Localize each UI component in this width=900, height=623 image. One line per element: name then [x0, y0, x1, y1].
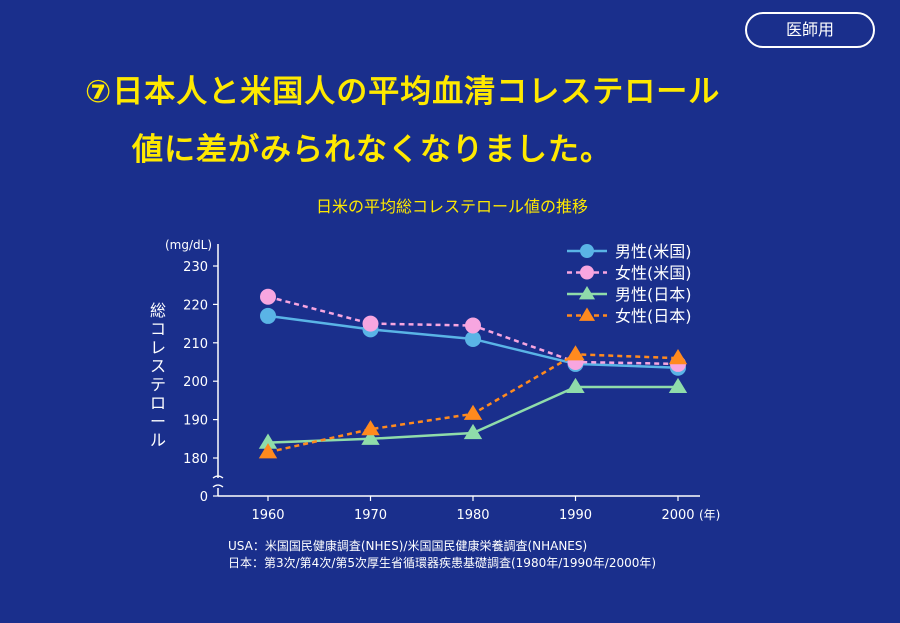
data-point	[465, 317, 481, 334]
y-axis-label-char: ル	[150, 431, 166, 450]
x-tick-label: 2000	[661, 508, 694, 523]
data-point	[668, 377, 688, 394]
y-axis-label-char: レ	[150, 338, 166, 357]
legend-marker	[580, 244, 594, 258]
legend-label: 女性(米国)	[615, 264, 692, 283]
x-tick-label: 1960	[251, 508, 284, 523]
data-point	[465, 330, 481, 347]
legend-marker	[578, 286, 596, 300]
y-tick-label: 220	[183, 298, 208, 313]
x-tick-label: 1970	[354, 508, 387, 523]
legend-label: 男性(米国)	[615, 242, 692, 261]
y-axis-label-char: ー	[150, 412, 166, 431]
data-point	[463, 404, 483, 420]
data-point	[463, 423, 483, 440]
source-note-usa: USA：米国国民健康調査(NHES)/米国国民健康栄養調査(NHANES)	[228, 539, 588, 553]
data-point	[258, 433, 278, 449]
x-tick-label: 1980	[456, 508, 489, 523]
source-note-japan: 日本：第3次/第4次/第5次厚生省循環器疾患基礎調査(1980年/1990年/2…	[228, 556, 657, 570]
x-unit-label: (年)	[699, 508, 720, 522]
y-tick-label: 200	[183, 375, 208, 390]
axis-break-mark	[212, 475, 224, 488]
y-tick-label: 190	[183, 414, 208, 429]
data-point	[566, 345, 585, 361]
legend-label: 男性(日本)	[615, 285, 692, 304]
y-axis-label-char: ロ	[150, 394, 166, 413]
y-unit-label: (mg/dL)	[165, 238, 212, 252]
y-tick-label: 0	[200, 490, 208, 505]
x-tick-label: 1990	[559, 508, 592, 523]
data-point	[668, 349, 688, 365]
y-tick-label: 230	[183, 260, 208, 275]
y-tick-label: 210	[183, 337, 208, 352]
y-axis-label-char: テ	[150, 375, 166, 394]
y-tick-label: 180	[183, 452, 208, 467]
y-axis-label-char: 総	[150, 301, 166, 320]
audience-badge: 医師用	[745, 12, 875, 48]
legend-label: 女性(日本)	[615, 307, 692, 326]
legend-marker	[578, 307, 596, 321]
y-axis-label-char: コ	[150, 320, 166, 339]
data-point	[260, 288, 276, 305]
data-point	[260, 307, 276, 324]
chart-title: 日米の平均総コレステロール値の推移	[316, 197, 588, 216]
data-point	[362, 315, 379, 332]
data-point	[258, 443, 278, 459]
data-point	[566, 377, 585, 394]
legend-marker	[580, 265, 594, 280]
y-axis-label-char: ス	[150, 357, 166, 376]
page-title-line-1: ⑦日本人と米国人の平均血清コレステロール	[85, 74, 721, 110]
data-point	[361, 429, 380, 445]
data-point	[361, 420, 380, 436]
page-title-line-2: 値に差がみられなくなりました。	[132, 132, 612, 168]
